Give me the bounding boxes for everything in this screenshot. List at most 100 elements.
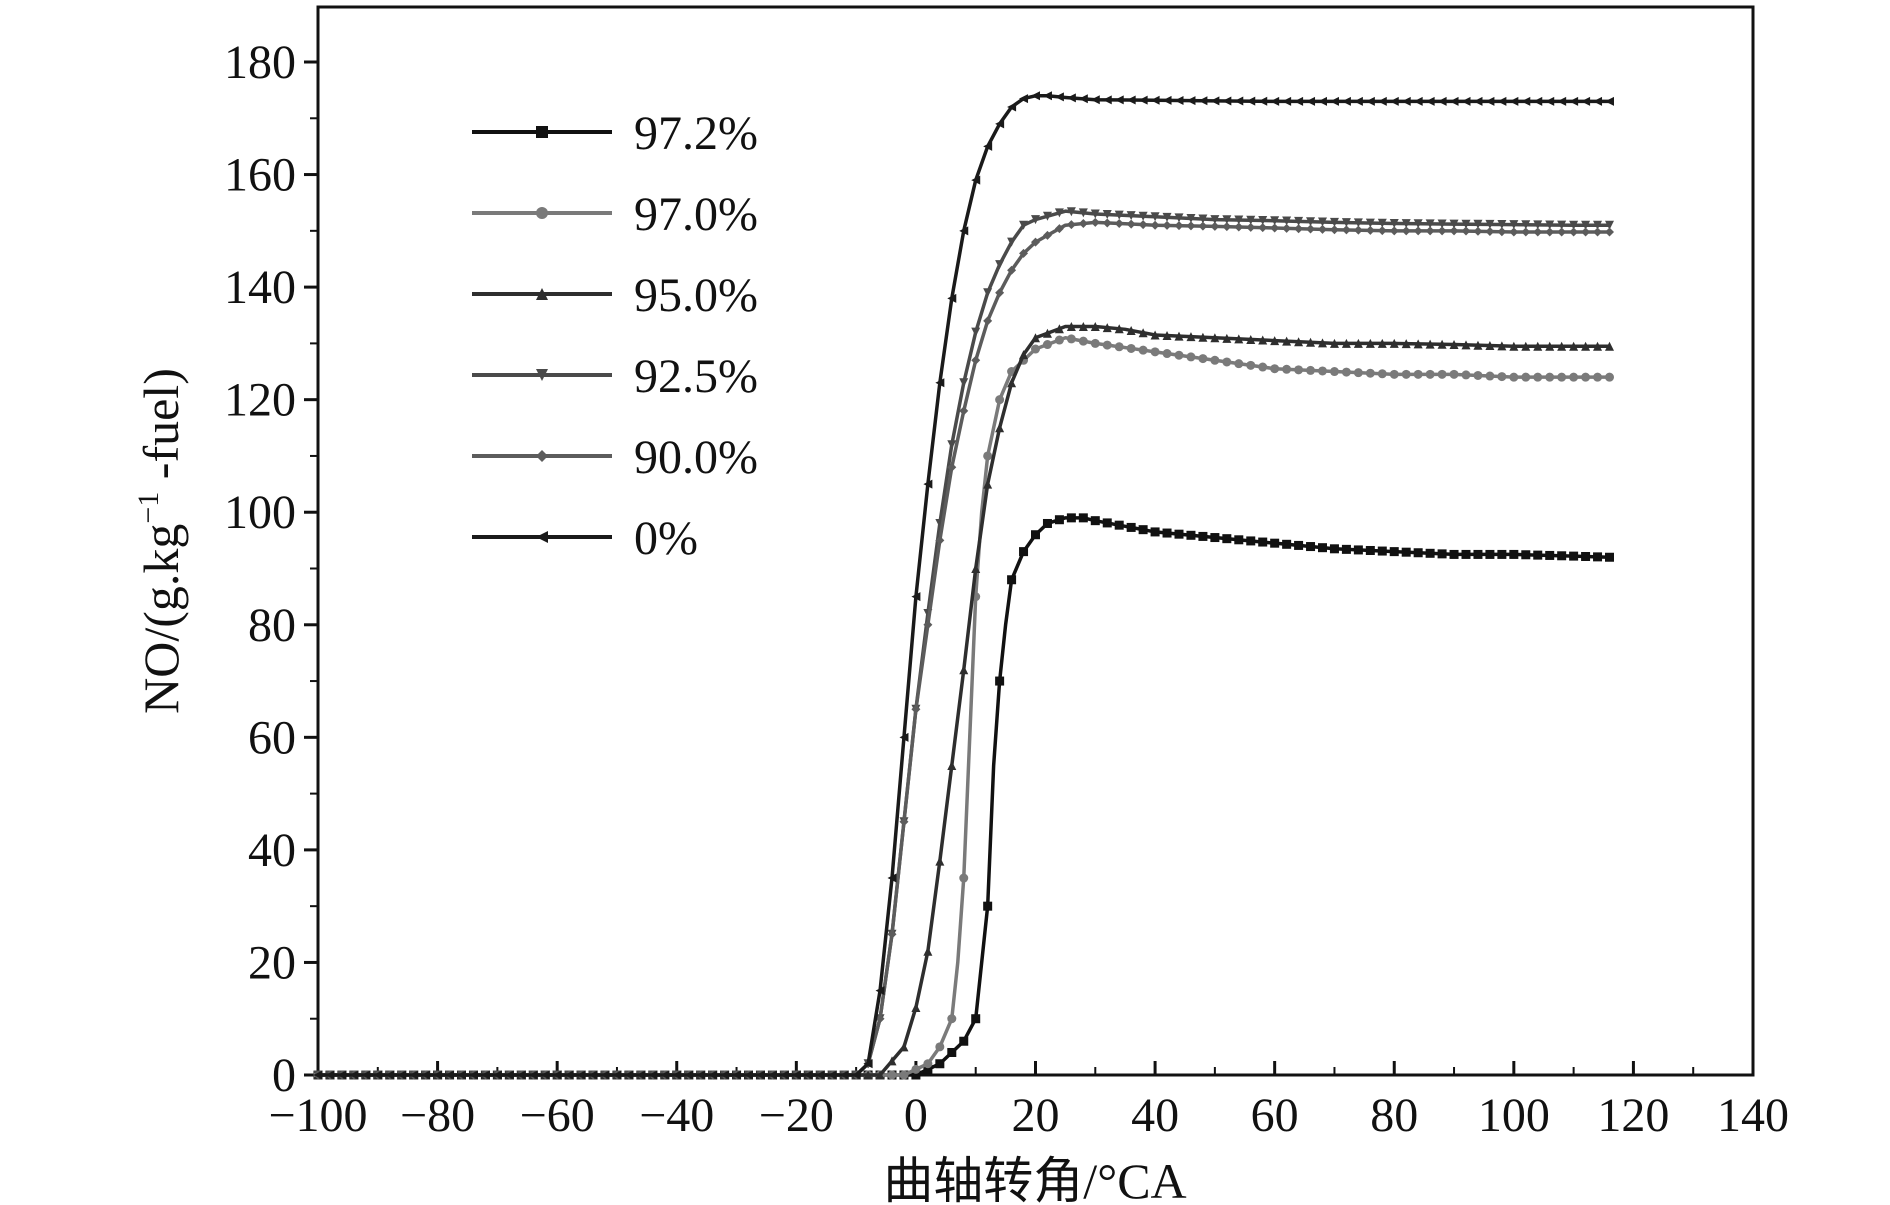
data-point: [1449, 219, 1459, 229]
series-line: [318, 324, 1610, 1077]
data-point: [1019, 94, 1029, 104]
data-point: [1365, 96, 1375, 106]
data-point: [1581, 372, 1591, 382]
data-point: [337, 1070, 347, 1080]
legend-marker: [536, 126, 548, 138]
data-point: [1449, 96, 1459, 106]
data-point: [421, 1070, 431, 1080]
data-point: [971, 355, 981, 365]
data-point: [1485, 341, 1495, 351]
data-point: [1210, 533, 1220, 543]
data-point: [1545, 227, 1555, 237]
data-point: [779, 1070, 789, 1080]
data-point: [1138, 211, 1148, 221]
data-point: [1126, 343, 1136, 353]
data-point: [995, 676, 1005, 686]
data-point: [1078, 513, 1088, 523]
data-point: [1389, 547, 1399, 557]
data-point: [1090, 516, 1100, 526]
data-point: [887, 873, 897, 883]
data-point: [1593, 341, 1603, 351]
data-point: [1126, 95, 1136, 105]
data-point: [1066, 220, 1076, 230]
data-point: [947, 760, 957, 770]
data-point: [1569, 341, 1579, 351]
data-point: [923, 946, 933, 956]
data-point: [935, 535, 945, 545]
series-92.5%: [313, 207, 1614, 1080]
data-point: [1306, 337, 1316, 347]
data-point: [1341, 218, 1351, 228]
data-point: [983, 141, 993, 151]
data-point: [755, 1070, 765, 1080]
data-point: [1222, 222, 1232, 232]
data-point: [1078, 208, 1088, 218]
data-point: [1353, 96, 1363, 106]
data-point: [1389, 369, 1399, 379]
data-point: [767, 1070, 777, 1080]
data-point: [1078, 219, 1088, 229]
data-point: [1485, 227, 1495, 237]
series-line: [318, 220, 1610, 1077]
data-point: [1126, 219, 1136, 229]
data-point: [1258, 215, 1268, 225]
data-point: [1246, 222, 1256, 232]
data-point: [1461, 96, 1471, 106]
data-point: [1509, 220, 1519, 230]
data-point: [1353, 368, 1363, 378]
data-point: [1449, 340, 1459, 350]
data-point: [409, 1070, 419, 1080]
data-point: [660, 1070, 670, 1080]
data-point: [1090, 209, 1100, 219]
x-tick-label: −20: [759, 1089, 834, 1142]
data-point: [1401, 226, 1411, 236]
x-tick-label: 80: [1370, 1089, 1418, 1142]
data-point: [1258, 96, 1268, 106]
data-point: [552, 1070, 562, 1080]
data-point: [863, 1070, 873, 1080]
data-point: [1545, 341, 1555, 351]
data-point: [1545, 96, 1555, 106]
legend-marker: [536, 450, 548, 462]
data-point: [983, 901, 993, 911]
data-point: [995, 395, 1005, 405]
legend-item: 90.0%: [472, 431, 758, 484]
data-point: [1234, 96, 1244, 106]
data-point: [1186, 213, 1196, 223]
data-point: [995, 423, 1005, 433]
data-point: [1401, 369, 1411, 379]
data-point: [1401, 96, 1411, 106]
series-97.2%: [313, 513, 1614, 1080]
x-tick-label: −100: [268, 1089, 367, 1142]
data-point: [887, 1070, 897, 1080]
data-point: [1497, 227, 1507, 237]
data-point: [540, 1070, 550, 1080]
data-point: [1102, 210, 1112, 220]
data-point: [1222, 96, 1232, 106]
data-point: [1162, 95, 1172, 105]
data-point: [1521, 220, 1531, 230]
data-point: [1329, 217, 1339, 227]
plot-frame: [316, 5, 1755, 1077]
data-point: [1078, 322, 1088, 332]
data-point: [1377, 226, 1387, 236]
data-point: [1318, 366, 1327, 376]
data-point: [720, 1070, 730, 1080]
legend-marker: [536, 288, 548, 300]
data-point: [1090, 338, 1100, 348]
data-point: [1031, 215, 1040, 225]
data-point: [1186, 96, 1196, 106]
data-point: [959, 665, 969, 675]
data-point: [1102, 218, 1112, 228]
data-point: [1425, 96, 1435, 106]
data-point: [1150, 95, 1160, 105]
data-point: [1270, 223, 1280, 233]
data-point: [935, 378, 945, 388]
x-tick-label: −60: [520, 1089, 595, 1142]
series-group: [313, 91, 1614, 1080]
data-point: [1186, 332, 1196, 342]
data-point: [1198, 214, 1208, 224]
data-point: [1318, 96, 1327, 106]
data-point: [887, 929, 897, 939]
